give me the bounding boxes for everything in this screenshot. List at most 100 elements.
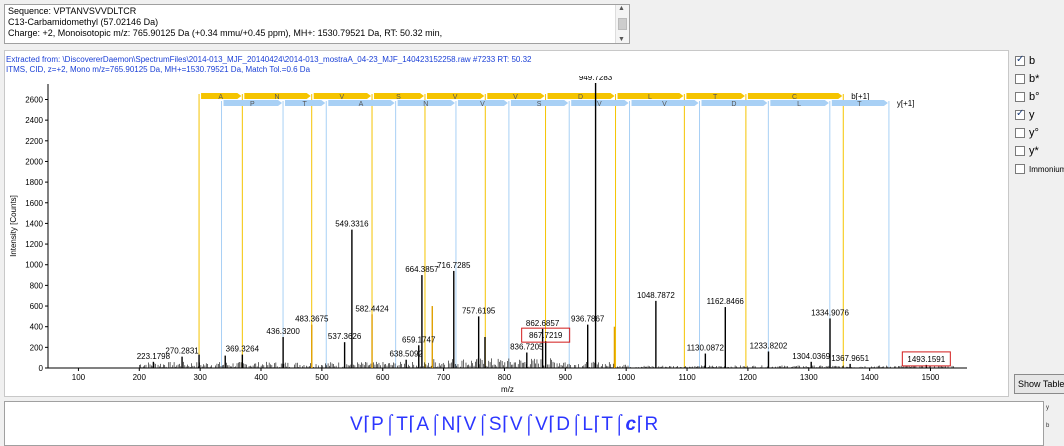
peak-label: 483.3675	[295, 315, 329, 324]
mini-ion-label: y	[1046, 405, 1049, 411]
peak-label: 223.1798	[137, 352, 171, 361]
checkbox-box[interactable]	[1015, 108, 1025, 120]
x-tick-label: 500	[315, 373, 329, 382]
peak-label: 1304.0369	[792, 352, 830, 361]
y-ion-segment	[285, 100, 326, 106]
y-tick-label: 2400	[25, 116, 43, 125]
peak-label: 867.7219	[529, 331, 563, 340]
residue: V	[350, 414, 364, 435]
y-ion-residue: L	[797, 101, 801, 108]
residue: V	[509, 414, 524, 435]
y-ion-residue: V	[597, 101, 602, 108]
y-ion-segment	[831, 100, 888, 106]
fragment-marker: ⌈	[363, 414, 372, 435]
fragment-marker: ⌠	[384, 414, 397, 435]
ion-guide-lines	[198, 94, 890, 368]
b-ion-residue: L	[648, 94, 652, 101]
ion-checkbox-3[interactable]: y	[1012, 106, 1064, 124]
show-table-button[interactable]: Show Table	[1014, 374, 1064, 394]
b-ion-segment	[244, 93, 311, 99]
scroll-down-icon[interactable]: ▼	[618, 36, 625, 43]
checkbox-label: y*	[1029, 145, 1039, 157]
residue: S	[488, 414, 502, 435]
x-tick-label: 1200	[739, 373, 757, 382]
scroll-thumb[interactable]	[618, 18, 627, 30]
x-tick-label: 300	[193, 373, 207, 382]
fragment-marker: ⌠	[429, 414, 442, 435]
ion-checkbox-2[interactable]: b°	[1012, 88, 1064, 106]
y-tick-label: 1600	[25, 199, 43, 208]
sequence-panel: V⌈P⌠T⌈A⌠N⌈V⌠S⌈V⌠V⌈D⌠L⌈T⌠c⌈R	[4, 401, 1044, 446]
peak-label: 862.6857	[526, 319, 560, 328]
x-tick-label: 1400	[861, 373, 879, 382]
checkbox-label: b°	[1029, 91, 1040, 103]
checkbox-box[interactable]	[1015, 54, 1025, 66]
residue: V	[535, 414, 549, 435]
y-ion-residue: D	[731, 101, 736, 108]
peak-label: 549.3316	[335, 220, 369, 229]
peaks	[138, 82, 956, 368]
b-ion-segment	[617, 93, 684, 99]
ion-checkbox-0[interactable]: b	[1012, 52, 1064, 70]
peak-label: 836.7205	[510, 343, 544, 352]
fragment-marker: ⌠	[476, 414, 489, 435]
spectrum-info: Extracted from: \DiscovererDaemon\Spectr…	[6, 55, 532, 75]
checkbox-label: y	[1029, 109, 1035, 121]
peptide-header: Sequence: VPTANVSVVDLTCR C13-Carbamidome…	[4, 4, 630, 44]
y-tick-label: 200	[30, 343, 44, 352]
y-ion-residue: P	[250, 101, 255, 108]
peak-label: 638.5092	[389, 350, 423, 359]
sequence-coverage: V⌈P⌠T⌈A⌠N⌈V⌠S⌈V⌠V⌈D⌠L⌈T⌠c⌈R	[350, 413, 659, 436]
b-ion-residue: N	[274, 94, 279, 101]
fragment-marker: ⌠	[570, 414, 583, 435]
b-ion-segment	[487, 93, 545, 99]
peak-label: 436.3200	[266, 327, 300, 336]
checkbox-box[interactable]	[1015, 74, 1025, 84]
x-tick-label: 1300	[800, 373, 818, 382]
b-ion-segment	[686, 93, 745, 99]
residue: N	[441, 414, 456, 435]
y-ion-segment	[328, 100, 395, 106]
x-tick-label: 1100	[678, 373, 696, 382]
ion-checkbox-6[interactable]: Immonium	[1012, 160, 1064, 178]
y-tick-label: 400	[30, 323, 44, 332]
checkbox-box[interactable]	[1015, 92, 1025, 102]
ion-checkbox-5[interactable]: y*	[1012, 142, 1064, 160]
y-ion-residue: S	[537, 101, 542, 108]
b-ion-segment	[313, 93, 372, 99]
sequence-text: Sequence: VPTANVSVVDLTCR	[8, 6, 137, 16]
y-ion-segment	[397, 100, 455, 106]
fragment-marker: ⌈	[593, 414, 602, 435]
y-ion-segment	[510, 100, 569, 106]
residue: T	[396, 414, 409, 435]
peak-label: 1367.9651	[831, 354, 869, 363]
highlight-box	[901, 351, 951, 367]
ion-checkbox-1[interactable]: b*	[1012, 70, 1064, 88]
peak-label: 936.7867	[571, 315, 605, 324]
checkbox-box[interactable]	[1015, 164, 1025, 174]
x-tick-label: 1000	[617, 373, 635, 382]
ion-checkbox-4[interactable]: y°	[1012, 124, 1064, 142]
residue: P	[371, 414, 385, 435]
checkbox-label: Immonium	[1029, 164, 1064, 174]
scroll-up-icon[interactable]: ▲	[618, 5, 625, 12]
fragment-marker: ⌠	[613, 414, 626, 435]
y-ion-residue: V	[662, 101, 667, 108]
x-tick-label: 800	[498, 373, 512, 382]
y-ion-label: y[+1]	[897, 99, 915, 108]
peak-label: 757.6195	[462, 306, 496, 315]
peak-label: 1334.9076	[811, 308, 849, 317]
peak-label: 1493.1591	[907, 355, 945, 364]
header-scrollbar[interactable]: ▲ ▼	[615, 5, 629, 43]
highlight-box	[521, 327, 571, 343]
residue: T	[601, 414, 614, 435]
residue: D	[556, 414, 571, 435]
checkbox-box[interactable]	[1015, 128, 1025, 138]
checkbox-label: y°	[1029, 127, 1039, 139]
checkbox-box[interactable]	[1015, 146, 1025, 156]
peak-label: 537.3626	[328, 332, 362, 341]
y-ion-residue: T	[857, 101, 862, 108]
x-tick-label: 700	[437, 373, 451, 382]
